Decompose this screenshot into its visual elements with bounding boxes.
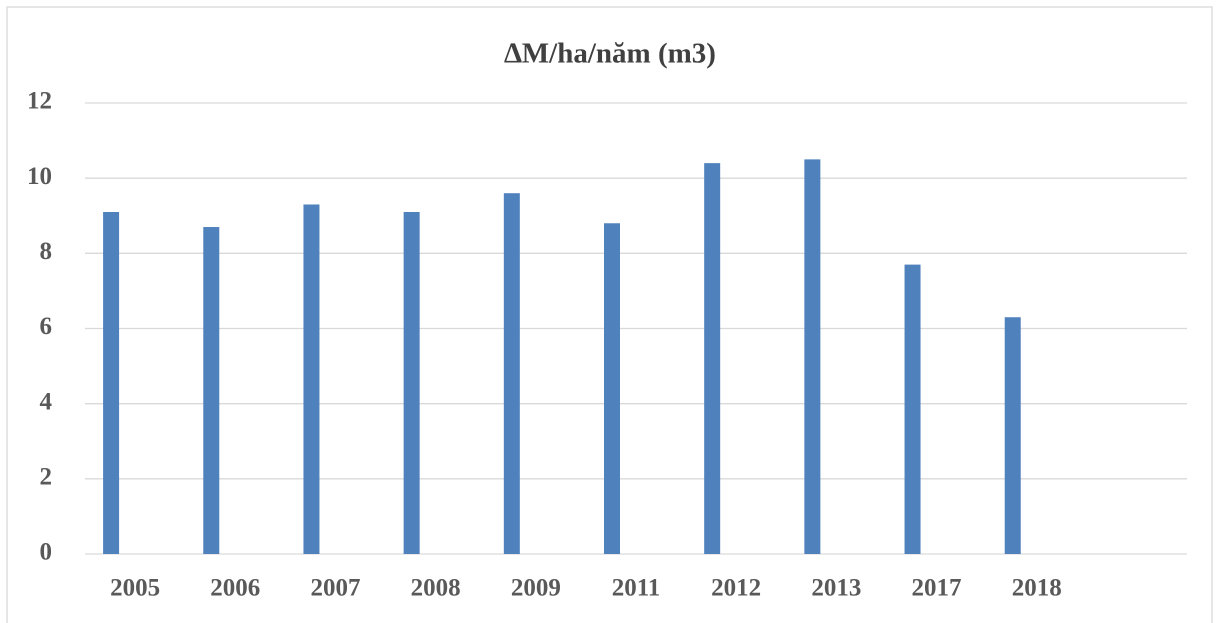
bar (604, 223, 620, 554)
y-tick-label: 0 (40, 539, 53, 566)
bar (103, 211, 120, 554)
bar (403, 211, 420, 554)
x-tick-label: 2005 (110, 575, 160, 602)
x-tick-label: 2018 (1012, 575, 1062, 602)
x-tick-label: 2012 (711, 575, 761, 602)
x-tick-label: 2013 (811, 575, 861, 602)
x-tick-label: 2007 (310, 575, 360, 602)
x-tick-label: 2017 (912, 575, 962, 602)
bar (804, 159, 821, 554)
y-tick-label: 10 (27, 163, 52, 190)
bar (904, 264, 921, 554)
y-tick-label: 4 (40, 388, 53, 415)
bar (704, 163, 721, 554)
x-tick-label: 2011 (612, 575, 661, 602)
y-tick-label: 12 (27, 88, 52, 115)
chart-title: ∆M/ha/năm (m3) (504, 38, 716, 70)
bar (503, 193, 520, 554)
x-tick-label: 2006 (210, 575, 260, 602)
x-tick-label: 2009 (511, 575, 561, 602)
x-tick-label: 2008 (411, 575, 461, 602)
y-tick-label: 6 (40, 313, 53, 340)
bar (203, 227, 220, 554)
y-tick-label: 8 (40, 238, 53, 265)
bar (1004, 317, 1021, 554)
bar (303, 204, 320, 554)
y-tick-label: 2 (40, 464, 53, 491)
